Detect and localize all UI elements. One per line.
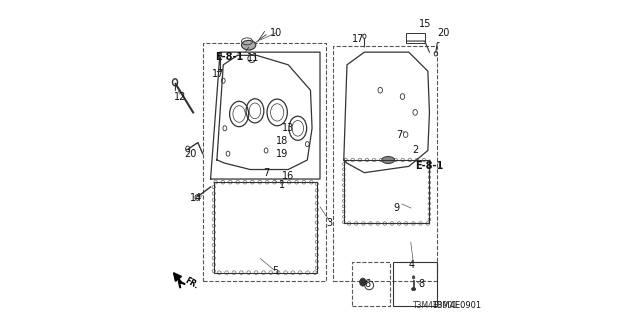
Text: 10: 10 <box>269 28 282 38</box>
Text: 14: 14 <box>190 193 202 203</box>
Text: 7: 7 <box>263 168 269 178</box>
Text: 18: 18 <box>276 136 288 146</box>
Text: 1: 1 <box>279 180 285 190</box>
Text: FR.: FR. <box>183 276 200 291</box>
Text: 13: 13 <box>282 123 294 133</box>
Ellipse shape <box>360 278 366 286</box>
Ellipse shape <box>241 40 256 50</box>
Text: 9: 9 <box>393 203 399 212</box>
Text: 12: 12 <box>174 92 187 101</box>
Text: 19: 19 <box>276 149 288 159</box>
Text: E-8-1: E-8-1 <box>216 52 244 62</box>
Text: 5: 5 <box>273 266 278 276</box>
Text: 6: 6 <box>365 279 371 289</box>
Text: 20: 20 <box>438 28 450 38</box>
Text: 7: 7 <box>396 130 403 140</box>
Text: 2: 2 <box>412 146 419 156</box>
Text: E-8-1: E-8-1 <box>415 161 444 171</box>
Text: T3M4E0901: T3M4E0901 <box>432 301 481 310</box>
Text: 4: 4 <box>409 260 415 270</box>
Ellipse shape <box>412 288 415 291</box>
Text: 17: 17 <box>352 35 364 44</box>
Text: 11: 11 <box>247 53 259 63</box>
Ellipse shape <box>382 156 394 164</box>
Text: 3: 3 <box>326 219 333 228</box>
Text: 16: 16 <box>282 171 294 181</box>
Ellipse shape <box>412 276 415 279</box>
Text: 17: 17 <box>212 69 225 79</box>
Text: 8: 8 <box>419 279 424 289</box>
Text: T3M4E0901: T3M4E0901 <box>413 301 458 310</box>
Text: 15: 15 <box>419 19 431 28</box>
Text: 20: 20 <box>184 149 196 159</box>
